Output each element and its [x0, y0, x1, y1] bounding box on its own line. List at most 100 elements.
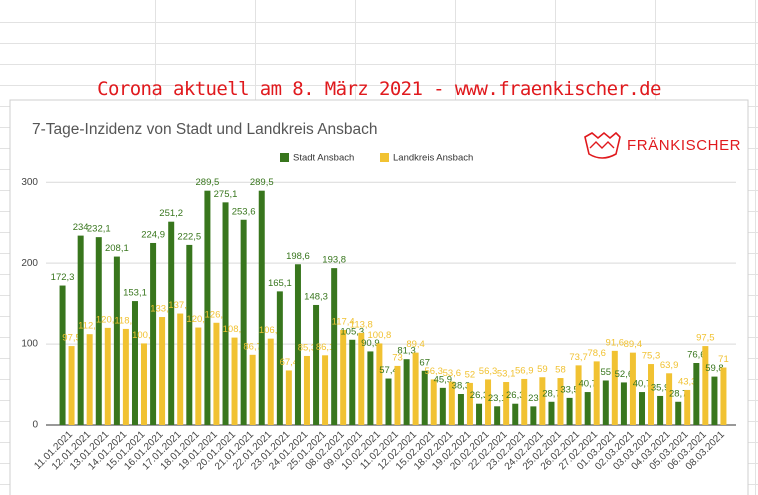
bar	[557, 378, 564, 425]
value-label: 97,5	[62, 333, 81, 344]
value-label: 289,5	[196, 177, 220, 188]
y-tick-label: 300	[21, 177, 38, 188]
bar	[666, 373, 673, 425]
value-label: 28,7	[669, 388, 688, 399]
value-label: 52,6	[615, 369, 634, 380]
bar	[95, 237, 102, 425]
value-label: 86,7	[243, 341, 262, 352]
y-tick-label: 0	[32, 420, 38, 431]
bar	[231, 337, 238, 425]
bar	[539, 377, 546, 425]
bar	[340, 329, 347, 425]
bar	[684, 389, 691, 425]
bar	[186, 244, 193, 425]
value-label: 55	[601, 367, 612, 378]
value-label: 90,9	[361, 338, 380, 349]
value-label: 289,5	[250, 177, 274, 188]
bar	[575, 365, 582, 425]
legend-swatch	[380, 153, 389, 162]
value-label: 81,3	[397, 346, 416, 357]
bar	[521, 378, 528, 425]
legend-swatch	[280, 153, 289, 162]
value-label: 106,7	[259, 325, 283, 336]
bar	[367, 351, 374, 425]
bar	[113, 256, 120, 425]
bar	[711, 376, 718, 425]
value-label: 198,6	[286, 251, 310, 262]
bar	[285, 370, 292, 425]
bar	[403, 359, 410, 425]
value-label: 91,6	[606, 337, 625, 348]
bar	[204, 190, 211, 425]
value-label: 275,1	[214, 189, 238, 200]
value-label: 117,4	[332, 316, 355, 327]
bar	[294, 264, 301, 425]
bar	[213, 322, 220, 425]
value-label: 38,3	[452, 381, 471, 392]
bar	[439, 387, 446, 425]
value-label: 59,8	[705, 363, 724, 374]
value-label: 53,1	[497, 369, 516, 380]
value-label: 45,9	[434, 374, 453, 385]
bar	[702, 346, 709, 425]
bar	[611, 350, 618, 425]
bar	[313, 304, 320, 425]
value-label: 78,6	[587, 348, 606, 359]
value-label: 56,9	[515, 365, 534, 376]
value-label: 59	[537, 364, 548, 375]
y-tick-label: 200	[21, 258, 38, 269]
value-label: 56,3	[424, 366, 443, 377]
bar	[394, 365, 401, 425]
bar	[584, 392, 591, 425]
value-label: 73	[392, 352, 403, 363]
value-label: 43,3	[678, 376, 697, 387]
value-label: 126,3	[205, 309, 229, 320]
value-label: 53,6	[443, 368, 462, 379]
bar	[376, 343, 383, 425]
bar	[349, 339, 356, 425]
value-label: 89,4	[624, 339, 643, 350]
value-label: 86,1	[316, 342, 335, 353]
bar	[303, 355, 310, 425]
value-label: 63,9	[660, 360, 679, 371]
bar	[448, 381, 455, 425]
bar	[457, 394, 464, 425]
value-label: 234	[73, 222, 89, 233]
value-label: 172,3	[51, 272, 75, 283]
value-label: 153,1	[123, 288, 147, 299]
chart-frame	[9, 99, 749, 495]
bar	[593, 361, 600, 425]
bar	[267, 338, 274, 425]
value-label: 23	[528, 393, 539, 404]
chart-title: 7-Tage-Inzidenz von Stadt und Landkreis …	[32, 121, 378, 138]
bar	[131, 301, 138, 425]
banner: Corona aktuell am 8. März 2021 - www.fra…	[97, 78, 661, 100]
bar	[258, 190, 265, 425]
value-label: 251,2	[159, 208, 183, 219]
bar	[512, 403, 519, 425]
value-label: 28,7	[542, 388, 561, 399]
bar	[77, 235, 84, 425]
value-label: 97,5	[696, 333, 715, 344]
bar	[331, 268, 338, 425]
bar	[602, 380, 609, 425]
value-label: 33,5	[560, 384, 579, 395]
bar	[494, 406, 501, 425]
bar	[122, 328, 129, 425]
value-label: 89,4	[406, 339, 425, 350]
logo-text: FRÄNKISCHER	[627, 137, 741, 154]
value-label: 75,3	[642, 351, 661, 362]
value-label: 100,8	[132, 330, 156, 341]
value-label: 58	[555, 365, 566, 376]
value-label: 26,3	[506, 390, 525, 401]
bar	[168, 221, 175, 425]
bar	[86, 334, 93, 425]
bar	[150, 242, 157, 425]
bar	[249, 354, 256, 425]
bar	[358, 332, 365, 425]
bar	[639, 392, 646, 425]
value-label: 224,9	[141, 229, 165, 240]
value-label: 57,4	[379, 365, 398, 376]
bar	[177, 313, 184, 425]
